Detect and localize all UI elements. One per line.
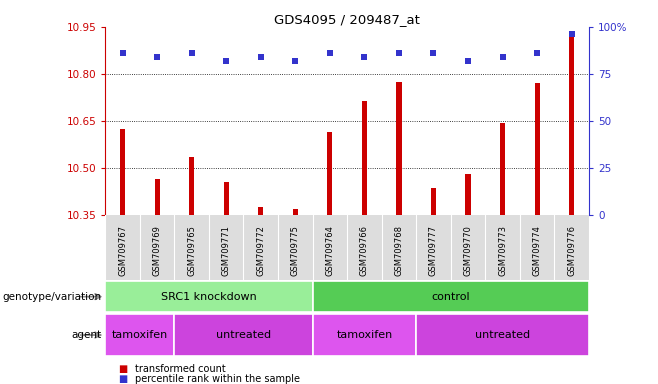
Bar xyxy=(313,281,589,312)
Point xyxy=(463,58,473,64)
Bar xyxy=(258,207,263,215)
Text: tamoxifen: tamoxifen xyxy=(112,330,168,340)
Point xyxy=(428,50,439,56)
Text: GSM709776: GSM709776 xyxy=(567,225,576,276)
Text: genotype/variation: genotype/variation xyxy=(3,291,102,302)
Text: GSM709775: GSM709775 xyxy=(291,225,300,276)
Bar xyxy=(534,83,540,215)
Text: percentile rank within the sample: percentile rank within the sample xyxy=(135,374,300,384)
Text: GSM709774: GSM709774 xyxy=(532,225,542,276)
Point xyxy=(255,54,266,60)
Text: agent: agent xyxy=(72,330,102,340)
Text: untreated: untreated xyxy=(475,330,530,340)
Text: ■: ■ xyxy=(118,374,128,384)
Text: GSM709770: GSM709770 xyxy=(463,225,472,276)
Point xyxy=(359,54,370,60)
Text: GSM709768: GSM709768 xyxy=(394,225,403,276)
Text: GSM709771: GSM709771 xyxy=(222,225,231,276)
Bar xyxy=(313,314,416,356)
Text: GSM709772: GSM709772 xyxy=(256,225,265,276)
Bar xyxy=(327,132,332,215)
Point xyxy=(117,50,128,56)
Point xyxy=(567,31,577,38)
Bar xyxy=(396,82,401,215)
Bar xyxy=(416,314,589,356)
Point xyxy=(532,50,542,56)
Bar xyxy=(569,31,574,215)
Bar xyxy=(224,182,229,215)
Text: transformed count: transformed count xyxy=(135,364,226,374)
Text: GSM709777: GSM709777 xyxy=(429,225,438,276)
Bar xyxy=(189,157,194,215)
Bar xyxy=(431,189,436,215)
Bar xyxy=(293,209,298,215)
Bar xyxy=(465,174,470,215)
Bar xyxy=(500,122,505,215)
Bar xyxy=(362,101,367,215)
Text: GSM709767: GSM709767 xyxy=(118,225,127,276)
Bar xyxy=(105,281,313,312)
Text: GSM709765: GSM709765 xyxy=(187,225,196,276)
Point xyxy=(393,50,404,56)
Text: GSM709764: GSM709764 xyxy=(325,225,334,276)
Text: SRC1 knockdown: SRC1 knockdown xyxy=(161,291,257,302)
Text: ■: ■ xyxy=(118,364,128,374)
Bar xyxy=(174,314,313,356)
Point xyxy=(497,54,508,60)
Text: GSM709769: GSM709769 xyxy=(153,225,162,276)
Bar xyxy=(155,179,160,215)
Bar xyxy=(120,129,125,215)
Point xyxy=(186,50,197,56)
Text: tamoxifen: tamoxifen xyxy=(336,330,392,340)
Text: GSM709766: GSM709766 xyxy=(360,225,369,276)
Point xyxy=(152,54,163,60)
Point xyxy=(324,50,335,56)
Point xyxy=(221,58,232,64)
Text: control: control xyxy=(432,291,470,302)
Bar xyxy=(105,314,174,356)
Text: GSM709773: GSM709773 xyxy=(498,225,507,276)
Text: untreated: untreated xyxy=(216,330,271,340)
Point xyxy=(290,58,301,64)
Title: GDS4095 / 209487_at: GDS4095 / 209487_at xyxy=(274,13,420,26)
